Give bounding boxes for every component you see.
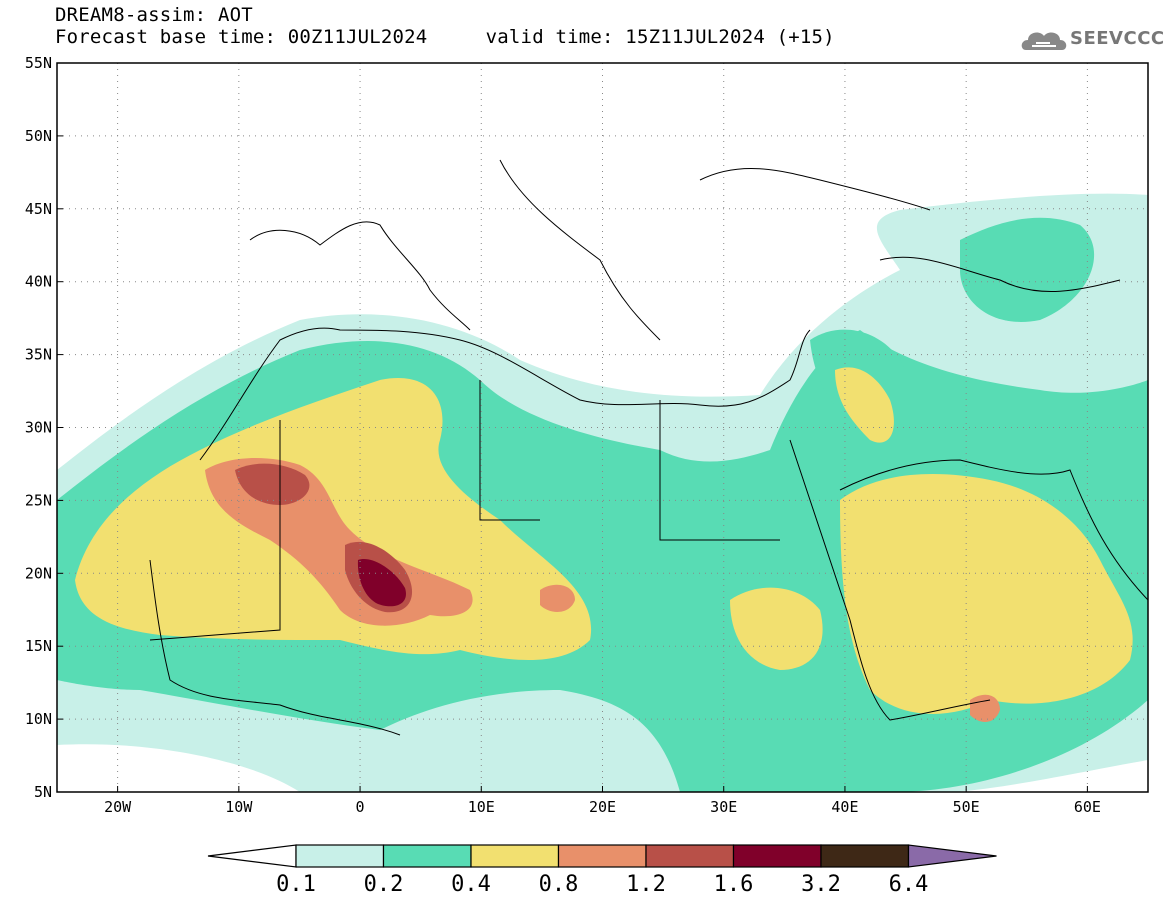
colorbar-label: 0.8: [539, 872, 579, 897]
lat-tick-label: 55N: [25, 54, 52, 72]
lat-tick-label: 20N: [25, 564, 52, 582]
map-title: DREAM8-assim: AOT: [55, 4, 253, 26]
cloud-icon: [1021, 32, 1067, 50]
lat-tick-label: 5N: [34, 783, 52, 801]
forecast-time-subtitle: Forecast base time: 00Z11JUL2024 valid t…: [55, 26, 835, 48]
lon-tick-label: 40E: [831, 798, 858, 816]
colorbar-right-arrow: [907, 844, 997, 868]
lon-tick-label: 0: [356, 798, 365, 816]
lon-tick-label: 20W: [104, 798, 132, 816]
colorbar-segment: [557, 844, 647, 868]
colorbar-segment: [470, 844, 560, 868]
colorbar-label: 1.6: [714, 872, 754, 897]
lon-tick-label: 10W: [225, 798, 253, 816]
longitude-labels: 20W 10W 0 10E 20E 30E 40E 50E 60E: [104, 786, 1101, 816]
colorbar-left-arrow: [207, 844, 297, 868]
colorbar-label: 0.4: [451, 872, 491, 897]
lat-tick-label: 15N: [25, 637, 52, 655]
colorbar-label: 6.4: [889, 872, 929, 897]
aot-field: [57, 63, 1148, 792]
colorbar-labels: 0.1 0.2 0.4 0.8 1.2 1.6 3.2 6.4: [276, 872, 928, 897]
coastlines: [149, 159, 1148, 736]
lon-tick-label: 30E: [710, 798, 737, 816]
colorbar-label: 0.2: [364, 872, 404, 897]
colorbar: [207, 844, 997, 868]
latitude-labels: 5N 10N 15N 20N 25N 30N 35N 40N 45N 50N 55N: [25, 54, 63, 801]
lat-tick-label: 45N: [25, 200, 52, 218]
lat-tick-label: 10N: [25, 710, 52, 728]
colorbar-segment: [732, 844, 822, 868]
colorbar-label: 1.2: [626, 872, 666, 897]
lat-tick-label: 50N: [25, 127, 52, 145]
lat-tick-label: 30N: [25, 419, 52, 437]
lat-tick-label: 25N: [25, 491, 52, 509]
colorbar-label: 3.2: [801, 872, 841, 897]
colorbar-label: 0.1: [276, 872, 316, 897]
lat-tick-label: 40N: [25, 273, 52, 291]
lon-tick-label: 20E: [589, 798, 616, 816]
lon-tick-label: 50E: [953, 798, 980, 816]
colorbar-segment: [645, 844, 735, 868]
seevccc-logo-text: SEEVCCC: [1070, 28, 1165, 49]
colorbar-segment: [382, 844, 472, 868]
colorbar-segment: [295, 844, 385, 868]
lon-tick-label: 10E: [468, 798, 495, 816]
colorbar-segment: [820, 844, 910, 868]
lon-tick-label: 60E: [1074, 798, 1101, 816]
lat-tick-label: 35N: [25, 346, 52, 364]
